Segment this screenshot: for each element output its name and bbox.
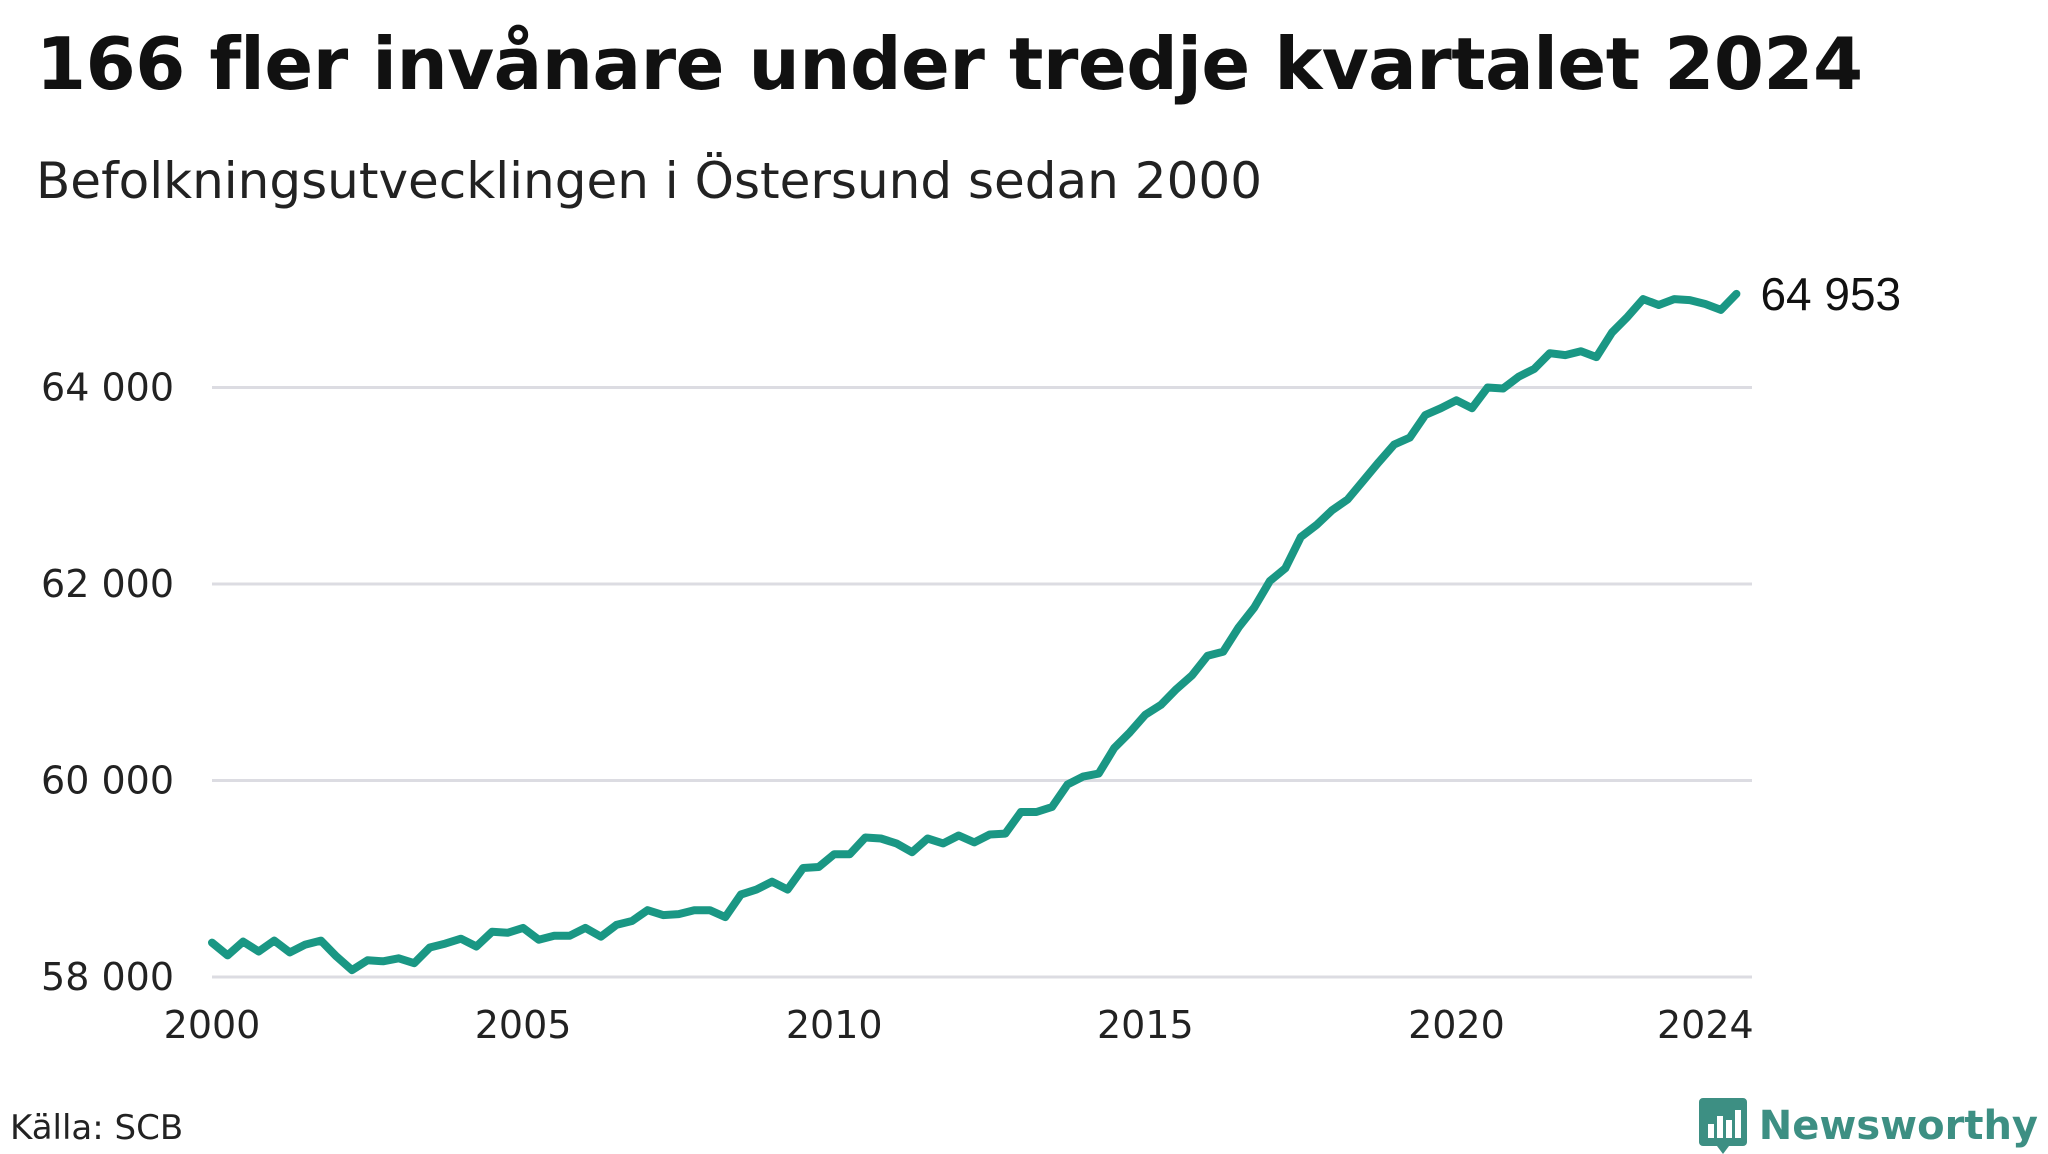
bar-chart-icon [1698,1098,1747,1154]
x-tick-label: 2005 [475,1003,572,1047]
x-tick-label: 2010 [786,1003,883,1047]
y-tick-label: 62 000 [41,562,174,606]
chart-title: 166 fler invånare under tredje kvartalet… [36,22,1863,106]
chart-subtitle: Befolkningsutvecklingen i Östersund seda… [36,152,1263,210]
source-note: Källa: SCB [10,1108,184,1148]
brand-name: Newsworthy [1758,1103,2038,1149]
y-tick-label: 58 000 [41,955,174,999]
y-tick-label: 60 000 [41,759,174,803]
brand-logo[interactable]: Newsworthy [1698,1098,2038,1154]
y-tick-label: 64 000 [41,366,174,410]
x-tick-label: 2000 [164,1003,261,1047]
y-axis-tick-labels: 58 000 60 000 62 000 64 000 [41,366,174,999]
x-tick-label: 2020 [1408,1003,1505,1047]
end-value-label: 64 953 [1760,268,1901,320]
x-axis-tick-labels: 2000 2005 2010 2015 2020 2024 [164,1003,1754,1047]
x-tick-label: 2015 [1097,1003,1194,1047]
x-tick-label: 2024 [1657,1003,1754,1047]
population-line [208,289,1741,975]
grid-lines [212,386,1752,979]
